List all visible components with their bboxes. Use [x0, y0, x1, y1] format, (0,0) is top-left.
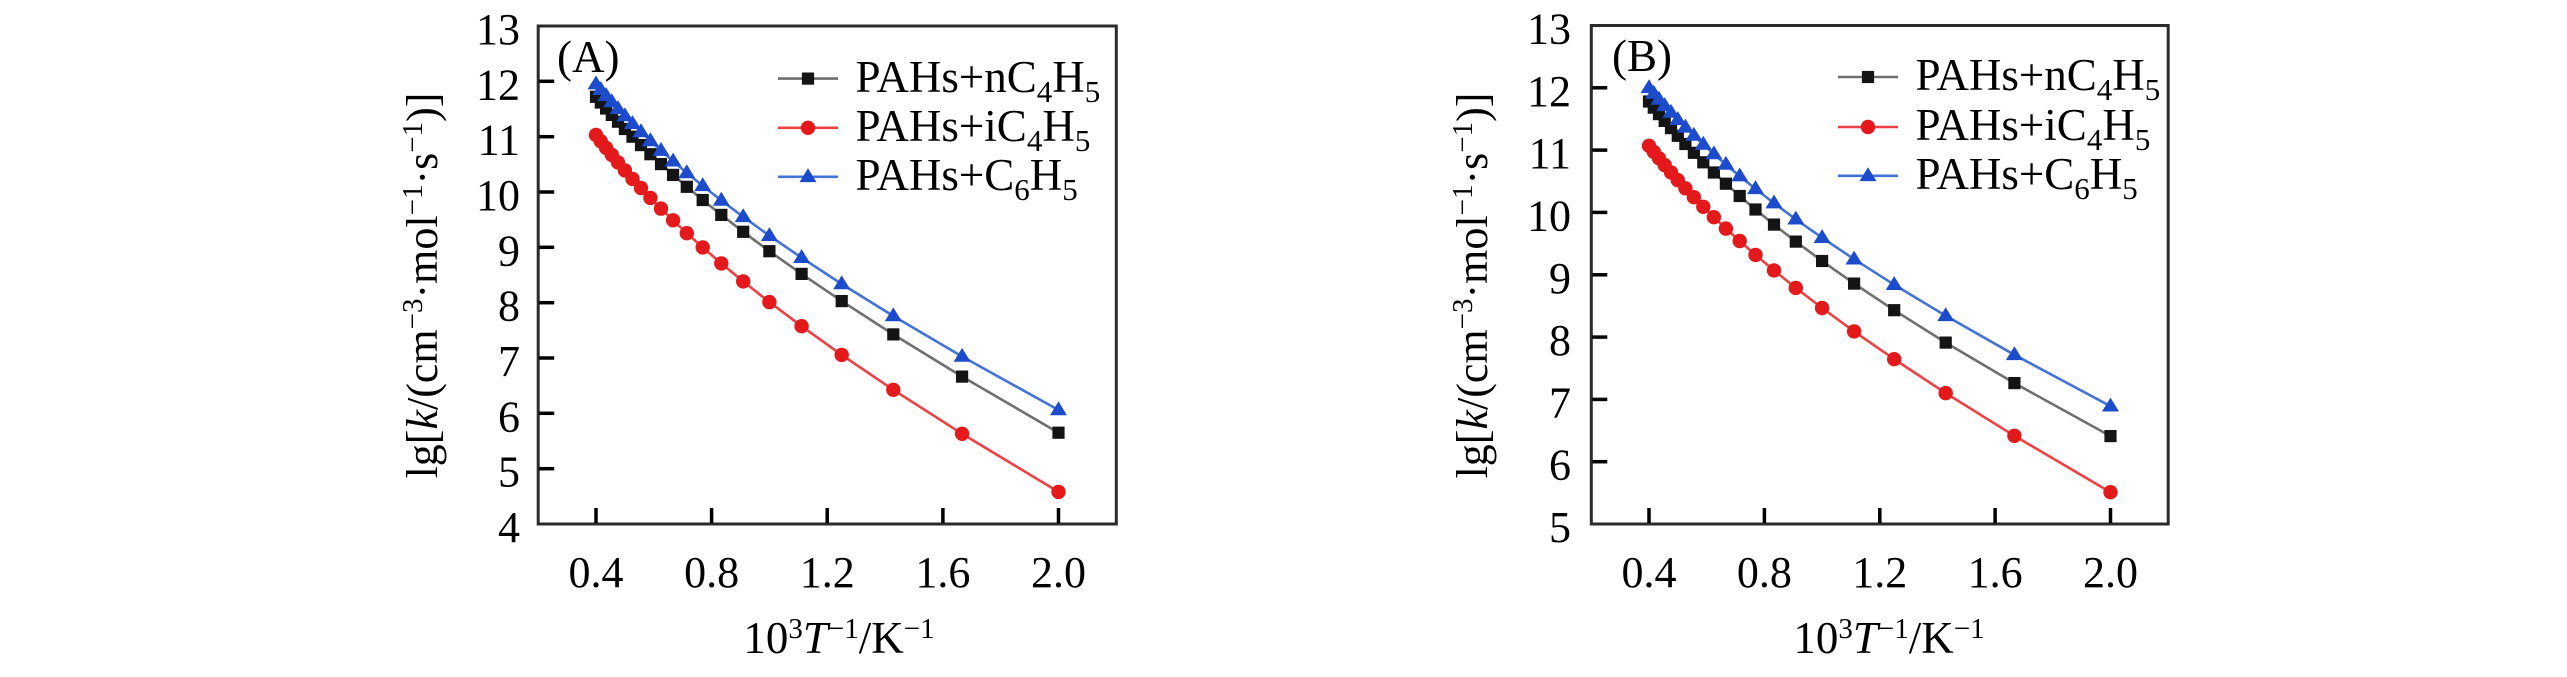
svg-text:6: 6: [498, 392, 520, 441]
svg-text:7: 7: [1549, 378, 1571, 427]
svg-text:2.0: 2.0: [2083, 548, 2138, 597]
svg-text:11: 11: [1529, 129, 1571, 178]
svg-text:1.6: 1.6: [915, 548, 970, 597]
svg-text:(B): (B): [1612, 31, 1672, 81]
svg-text:2.0: 2.0: [1031, 548, 1086, 597]
svg-text:1.2: 1.2: [1852, 548, 1907, 597]
svg-text:PAHs+nC4​H5​: PAHs+nC4​H5​: [856, 52, 1101, 109]
svg-text:PAHs+C6​H5​: PAHs+C6​H5​: [856, 150, 1078, 207]
svg-text:0.8: 0.8: [684, 548, 739, 597]
svg-text:103​T−1​/K−1​: 103​T−1​/K−1​: [1793, 613, 1984, 663]
svg-text:0.8: 0.8: [1737, 548, 1792, 597]
svg-text:1.2: 1.2: [800, 548, 855, 597]
svg-text:8: 8: [1549, 316, 1571, 365]
svg-text:7: 7: [498, 337, 520, 386]
svg-text:10: 10: [1527, 191, 1571, 240]
svg-text:4: 4: [498, 503, 520, 552]
svg-text:0.4: 0.4: [569, 548, 624, 597]
svg-text:13: 13: [476, 5, 520, 54]
svg-text:9: 9: [1549, 254, 1571, 303]
svg-text:PAHs+nC4​H5​: PAHs+nC4​H5​: [1916, 50, 2161, 107]
svg-text:5: 5: [498, 448, 520, 497]
svg-text:lg[k/(cm−3​·mol−1​·s−1​)]: lg[k/(cm−3​·mol−1​·s−1​)]: [1447, 93, 1497, 479]
svg-text:0.4: 0.4: [1622, 548, 1677, 597]
svg-text:5: 5: [1549, 503, 1571, 552]
svg-text:9: 9: [498, 226, 520, 275]
svg-text:103​T−1​/K−1​: 103​T−1​/K−1​: [743, 613, 934, 663]
svg-text:12: 12: [476, 60, 520, 109]
svg-text:1.6: 1.6: [1968, 548, 2023, 597]
svg-text:PAHs+C6​H5​: PAHs+C6​H5​: [1916, 149, 2138, 206]
svg-text:6: 6: [1549, 441, 1571, 490]
svg-text:13: 13: [1527, 5, 1571, 54]
svg-text:lg[k/(cm−3​·mol−1​·s−1​)]: lg[k/(cm−3​·mol−1​·s−1​)]: [397, 93, 447, 479]
svg-text:8: 8: [498, 282, 520, 331]
svg-text:10: 10: [476, 171, 520, 220]
svg-text:PAHs+iC4​H5​: PAHs+iC4​H5​: [856, 101, 1091, 158]
svg-text:12: 12: [1527, 67, 1571, 116]
svg-text:11: 11: [478, 116, 520, 165]
svg-text:PAHs+iC4​H5​: PAHs+iC4​H5​: [1916, 100, 2151, 157]
svg-text:(A): (A): [557, 32, 619, 82]
